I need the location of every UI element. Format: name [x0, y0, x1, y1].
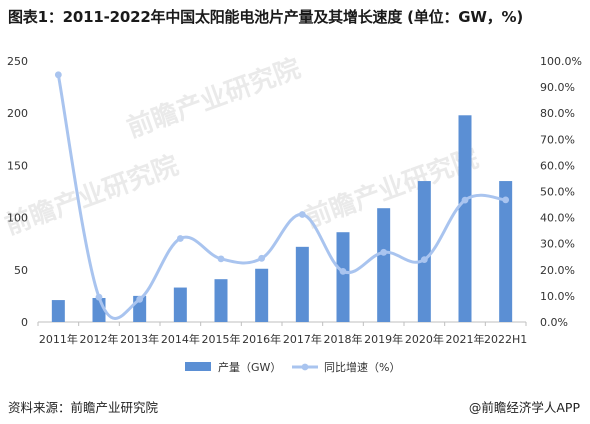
- growth-point: [136, 295, 144, 303]
- growth-point: [217, 255, 225, 263]
- y-right-tick-label: 10.0%: [540, 290, 575, 303]
- x-tick-label: 2017年: [283, 332, 322, 346]
- y-right-tick-label: 20.0%: [540, 264, 575, 277]
- y-left-tick-label: 100: [7, 212, 28, 225]
- growth-point: [95, 293, 103, 301]
- chart-title: 图表1：2011-2022年中国太阳能电池片产量及其增长速度 (单位：GW，%): [8, 8, 523, 26]
- bar: [51, 300, 65, 322]
- y-right-tick-label: 80.0%: [540, 107, 575, 120]
- growth-point: [461, 196, 469, 204]
- growth-point: [298, 211, 306, 218]
- growth-point: [54, 71, 62, 79]
- credit-note: @前瞻经济学人APP: [468, 400, 580, 415]
- legend: 产量（GW） 同比增速（%）: [185, 360, 400, 374]
- y-right-tick-label: 40.0%: [540, 212, 575, 225]
- growth-point: [339, 267, 347, 275]
- x-tick-label: 2011年: [39, 332, 78, 346]
- y-right-tick-label: 70.0%: [540, 133, 575, 146]
- bar: [417, 181, 431, 322]
- x-tick-label: 2019年: [364, 332, 403, 346]
- x-tick-label: 2016年: [242, 332, 281, 346]
- bar: [295, 246, 309, 322]
- x-tick-label: 2018年: [324, 332, 363, 346]
- legend-label-line: 同比增速（%）: [324, 360, 400, 374]
- growth-point: [502, 196, 510, 204]
- bar: [214, 279, 228, 322]
- legend-swatch-point: [301, 363, 309, 371]
- x-tick-label: 2013年: [120, 332, 159, 346]
- growth-point: [420, 256, 428, 264]
- growth-point: [380, 248, 388, 256]
- x-tick-label: 2012年: [80, 332, 119, 346]
- x-tick-label: 2014年: [161, 332, 200, 346]
- growth-line-path: [56, 74, 506, 320]
- y-left-tick-label: 150: [7, 159, 28, 172]
- x-tick-label: 2015年: [202, 332, 241, 346]
- bar: [458, 115, 472, 323]
- y-left-tick-label: 0: [21, 316, 28, 329]
- y-right-tick-label: 30.0%: [540, 238, 575, 251]
- x-tick-label: 2020年: [405, 332, 444, 346]
- y-right-tick-label: 0.0%: [540, 316, 568, 329]
- bar: [499, 181, 513, 322]
- bar: [255, 268, 269, 322]
- growth-point: [176, 235, 184, 242]
- y-right-tick-label: 50.0%: [540, 186, 575, 199]
- y-right-tick-label: 60.0%: [540, 159, 575, 172]
- growth-line: [54, 71, 510, 320]
- bars: [51, 115, 513, 323]
- growth-point: [258, 254, 266, 262]
- y-left-tick-label: 250: [7, 55, 28, 68]
- axes: 0 50 100 150 200 250 0.0% 10.0% 20.0% 30.0% 40.0% 5…: [7, 55, 582, 346]
- legend-swatch-bar: [185, 362, 211, 371]
- bar: [173, 287, 187, 322]
- x-tick-label: 2022H1: [484, 333, 527, 346]
- bar: [336, 232, 350, 322]
- y-right-tick-label: 90.0%: [540, 81, 575, 94]
- y-right-tick-label: 100.0%: [540, 55, 582, 68]
- source-note: 资料来源：前瞻产业研究院: [8, 400, 159, 415]
- legend-label-bar: 产量（GW）: [218, 360, 281, 374]
- bar: [377, 208, 391, 322]
- x-tick-label: 2021年: [446, 332, 485, 346]
- y-left-tick-label: 50: [14, 264, 28, 277]
- y-left-tick-label: 200: [7, 107, 28, 120]
